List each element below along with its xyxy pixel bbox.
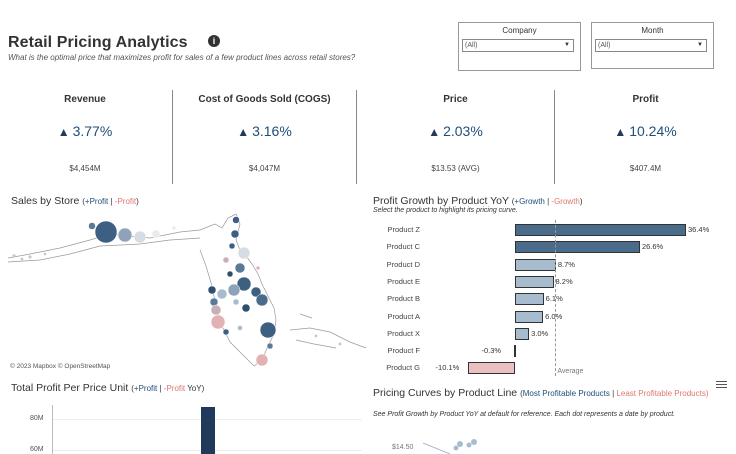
kpi-value: $407.4M <box>629 164 662 173</box>
pricing-curves-note: See Profit Growth by Product YoY at defa… <box>373 411 676 418</box>
up-triangle-icon: ▲ <box>428 125 441 139</box>
kpi-revenue: Revenue ▲ 3.77% $4,454M <box>0 90 170 184</box>
kpi-label: Price <box>443 94 468 105</box>
store-map[interactable] <box>0 210 370 370</box>
bar-value-label: 36.4% <box>688 225 710 234</box>
divider <box>172 90 173 184</box>
kpi-change: ▲ 3.16% <box>237 123 292 139</box>
growth-bar[interactable] <box>513 345 516 358</box>
bar-value-label: 8.2% <box>555 276 573 286</box>
divider <box>554 90 555 184</box>
pricing-point <box>457 441 463 447</box>
map-title: Sales by Store (+Profit | -Profit) <box>11 195 139 207</box>
kpi-label: Cost of Goods Sold (COGS) <box>198 94 331 105</box>
chevron-down-icon: ▼ <box>697 42 703 48</box>
average-line <box>555 220 557 376</box>
pricing-curves-title: Pricing Curves by Product Line (Most Pro… <box>373 387 709 399</box>
bar-value-label: 8.7% <box>557 259 575 269</box>
pricing-point <box>453 445 459 451</box>
bar-value-label: -0.3% <box>481 346 502 356</box>
pricing-point <box>471 439 477 445</box>
up-triangle-icon: ▲ <box>614 125 627 139</box>
average-label: Average <box>557 368 584 375</box>
bar-category-label[interactable]: Product D <box>386 259 420 269</box>
company-select-value: (All) <box>465 42 478 49</box>
growth-bar[interactable] <box>515 258 556 271</box>
kpi-label: Profit <box>632 94 659 105</box>
hamburger-icon[interactable] <box>716 380 727 389</box>
kpi-value: $4,454M <box>69 164 101 173</box>
month-filter: Month (All) ▼ <box>591 22 714 69</box>
growth-bar[interactable] <box>515 224 686 236</box>
kpi-value: $4,047M <box>248 164 281 173</box>
total-profit-title: Total Profit Per Price Unit (+Profit | -… <box>11 382 205 394</box>
bar-category-label[interactable]: Product C <box>386 242 420 252</box>
month-select-value: (All) <box>598 42 611 49</box>
bar-category-label[interactable]: Product X <box>387 328 420 338</box>
pricing-point <box>466 442 472 448</box>
bar-value-label: 6.1% <box>545 294 563 304</box>
up-triangle-icon: ▲ <box>237 125 250 139</box>
kpi-change: ▲ 10.24% <box>614 123 677 139</box>
chevron-down-icon: ▼ <box>564 42 570 48</box>
bar-category-label[interactable]: Product Z <box>387 225 420 234</box>
company-filter-label: Company <box>502 26 537 35</box>
page-subtitle: What is the optimal price that maximizes… <box>8 53 356 62</box>
kpi-profit: Profit ▲ 10.24% $407.4M <box>555 90 736 184</box>
growth-bar[interactable] <box>515 293 544 306</box>
profit-growth-chart: Product Z 36.4% Product C 26.6% Product D 8.7… <box>370 218 736 378</box>
y-tick-label: 80M <box>30 415 44 422</box>
bar-value-label: 3.0% <box>531 328 549 338</box>
bar-value-label: 26.6% <box>641 242 664 252</box>
growth-bar[interactable] <box>515 275 554 288</box>
kpi-value: $13.53 (AVG) <box>431 164 480 173</box>
bar-value-label: -10.1% <box>435 363 460 373</box>
map-attribution: © 2023 Mapbox © OpenStreetMap <box>10 363 111 370</box>
bar-category-label[interactable]: Product A <box>387 311 420 321</box>
growth-bar[interactable] <box>467 362 515 375</box>
pricing-curve-plot[interactable] <box>420 436 500 454</box>
y-tick-label: 60M <box>30 446 44 453</box>
bar-category-label[interactable]: Product F <box>387 346 420 356</box>
kpi-price: Price ▲ 2.03% $13.53 (AVG) <box>357 90 554 184</box>
kpi-change: ▲ 2.03% <box>428 123 483 139</box>
profit-growth-note: Select the product to highlight its pric… <box>373 207 518 214</box>
page-title: Retail Pricing Analytics <box>8 34 188 51</box>
month-select[interactable]: (All) ▼ <box>595 39 707 52</box>
divider <box>356 90 357 184</box>
bar-category-label[interactable]: Product B <box>387 294 420 304</box>
growth-bar[interactable] <box>515 310 544 323</box>
profit-growth-title: Profit Growth by Product YoY (+Growth | … <box>373 195 583 207</box>
axis-line <box>52 405 53 454</box>
info-icon[interactable]: i <box>208 35 220 47</box>
kpi-cogs: Cost of Goods Sold (COGS) ▲ 3.16% $4,047M <box>173 90 356 184</box>
month-filter-label: Month <box>641 26 664 35</box>
bar-value-label: 6.0% <box>545 311 563 321</box>
company-select[interactable]: (All) ▼ <box>462 39 574 52</box>
company-filter: Company (All) ▼ <box>458 22 581 71</box>
bar-category-label[interactable]: Product G <box>386 363 420 373</box>
growth-bar[interactable] <box>515 241 640 254</box>
profit-bar[interactable] <box>201 407 215 454</box>
up-triangle-icon: ▲ <box>57 125 70 139</box>
kpi-change: ▲ 3.77% <box>57 123 113 139</box>
growth-bar[interactable] <box>515 327 530 340</box>
y-tick-label: $14.50 <box>392 444 414 451</box>
kpi-label: Revenue <box>64 94 106 105</box>
bar-category-label[interactable]: Product E <box>387 276 420 286</box>
